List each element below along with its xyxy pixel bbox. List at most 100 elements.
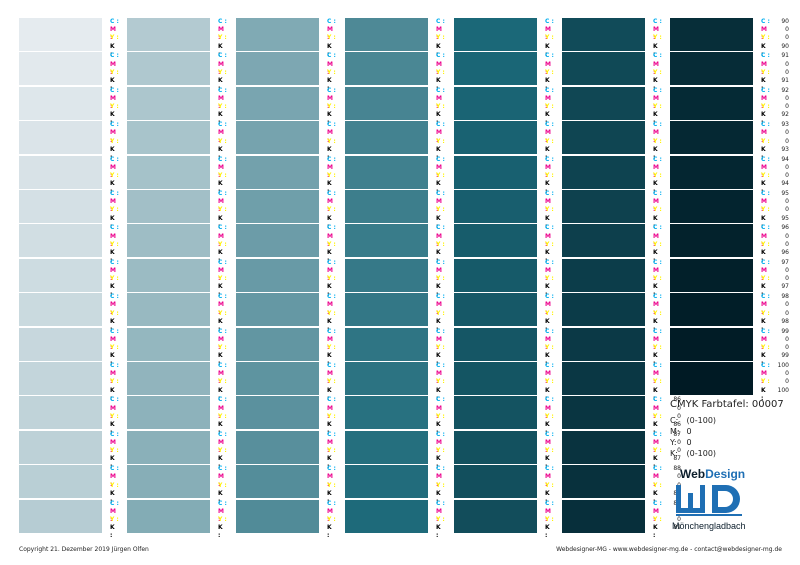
label-m: M :	[761, 232, 767, 248]
label-k: K :	[436, 249, 441, 264]
label-m: M :	[436, 26, 442, 42]
label-k: K :	[218, 489, 223, 505]
label-y: Y :	[545, 34, 554, 42]
label-c: C :	[545, 499, 554, 507]
label-c: C :	[436, 293, 445, 301]
label-m: M :	[653, 370, 659, 386]
label-k: K :	[218, 249, 223, 264]
swatch-k57	[345, 430, 428, 464]
value-c-96: 96	[781, 224, 789, 232]
value-y-92: 0	[785, 103, 789, 111]
label-c: C :	[436, 396, 445, 404]
label-m: M :	[653, 60, 659, 76]
label-m: M :	[110, 370, 116, 386]
label-c: C :	[545, 18, 554, 25]
label-k: K :	[436, 421, 441, 436]
label-m: M :	[110, 232, 116, 248]
swatch-k73	[454, 465, 537, 499]
label-y: Y :	[218, 103, 227, 111]
logo-top-text: WebDesign	[680, 467, 745, 481]
swatch-k48	[345, 121, 428, 155]
label-k: K :	[653, 455, 658, 471]
label-y: Y :	[436, 172, 445, 179]
value-y-96: 0	[785, 240, 789, 248]
label-c: C :	[545, 86, 554, 94]
label-m: M :	[436, 232, 442, 248]
label-c: C :	[110, 293, 119, 301]
label-m: M :	[545, 404, 551, 420]
label-c: C :	[110, 121, 119, 129]
label-c: C :	[327, 52, 336, 60]
label-m: M :	[436, 95, 442, 110]
swatch-k80	[562, 190, 645, 223]
label-y: Y :	[110, 481, 119, 489]
label-k: K :	[761, 111, 766, 127]
swatch-k2	[19, 86, 102, 120]
label-y: Y :	[436, 412, 445, 420]
label-k: K :	[545, 111, 550, 127]
label-y: Y :	[436, 206, 445, 214]
swatch-k40	[236, 362, 319, 395]
label-y: Y :	[653, 172, 662, 179]
value-m-88: 0	[677, 473, 681, 481]
label-k: K :	[110, 77, 115, 92]
label-m: M :	[761, 301, 767, 317]
label-m: M :	[545, 95, 551, 110]
label-k: K :	[110, 145, 115, 161]
label-c: C :	[545, 155, 554, 163]
label-k: K :	[436, 214, 441, 230]
label-y: Y :	[436, 275, 445, 283]
label-c: C :	[327, 155, 336, 163]
label-y: Y :	[218, 344, 227, 351]
swatch-k93	[670, 121, 753, 155]
label-k: K :	[545, 283, 550, 299]
label-c: C :	[327, 362, 336, 369]
label-c: C :	[218, 155, 227, 163]
label-k: K :	[218, 283, 223, 299]
swatch-k81	[562, 224, 645, 258]
swatch-k97	[670, 258, 753, 292]
label-c: C :	[218, 121, 227, 129]
swatch-k34	[236, 155, 319, 189]
label-y: Y :	[653, 309, 662, 317]
swatch-k59	[345, 499, 428, 533]
label-k: K :	[653, 386, 658, 402]
value-m-94: 0	[785, 163, 789, 171]
label-y: Y :	[327, 516, 336, 523]
label-y: Y :	[436, 240, 445, 248]
label-y: Y :	[545, 309, 554, 317]
label-y: Y :	[218, 34, 227, 42]
logo-top-web: Web	[680, 467, 705, 481]
label-k: K :	[218, 111, 223, 127]
label-k: K :	[545, 421, 550, 436]
label-c: C :	[761, 327, 770, 335]
label-y: Y :	[110, 68, 119, 76]
swatch-k43	[236, 465, 319, 499]
label-y: Y :	[436, 378, 445, 386]
label-m: M :	[218, 473, 224, 489]
value-c-88: 88	[673, 465, 681, 473]
swatch-k24	[127, 327, 210, 361]
label-c: C :	[761, 293, 770, 301]
label-m: M :	[761, 370, 767, 386]
swatch-k20	[127, 190, 210, 223]
label-m: M :	[436, 267, 442, 282]
label-m: M :	[545, 507, 551, 523]
label-y: Y :	[545, 172, 554, 179]
label-m: M :	[761, 198, 767, 214]
swatch-k15	[127, 18, 210, 51]
swatch-k66	[454, 224, 537, 258]
label-y: Y :	[327, 447, 336, 455]
label-c: C :	[218, 52, 227, 60]
label-y: Y :	[110, 447, 119, 455]
label-y: Y :	[653, 344, 662, 351]
label-c: C :	[545, 258, 554, 266]
label-k: K :	[545, 249, 550, 264]
label-c: C :	[218, 190, 227, 197]
value-c-99: 99	[781, 327, 789, 335]
label-k: K :	[761, 214, 766, 230]
label-y: Y :	[653, 412, 662, 420]
label-c: C :	[218, 86, 227, 94]
label-k: K :	[653, 145, 658, 161]
value-k-89: 89	[673, 524, 681, 532]
